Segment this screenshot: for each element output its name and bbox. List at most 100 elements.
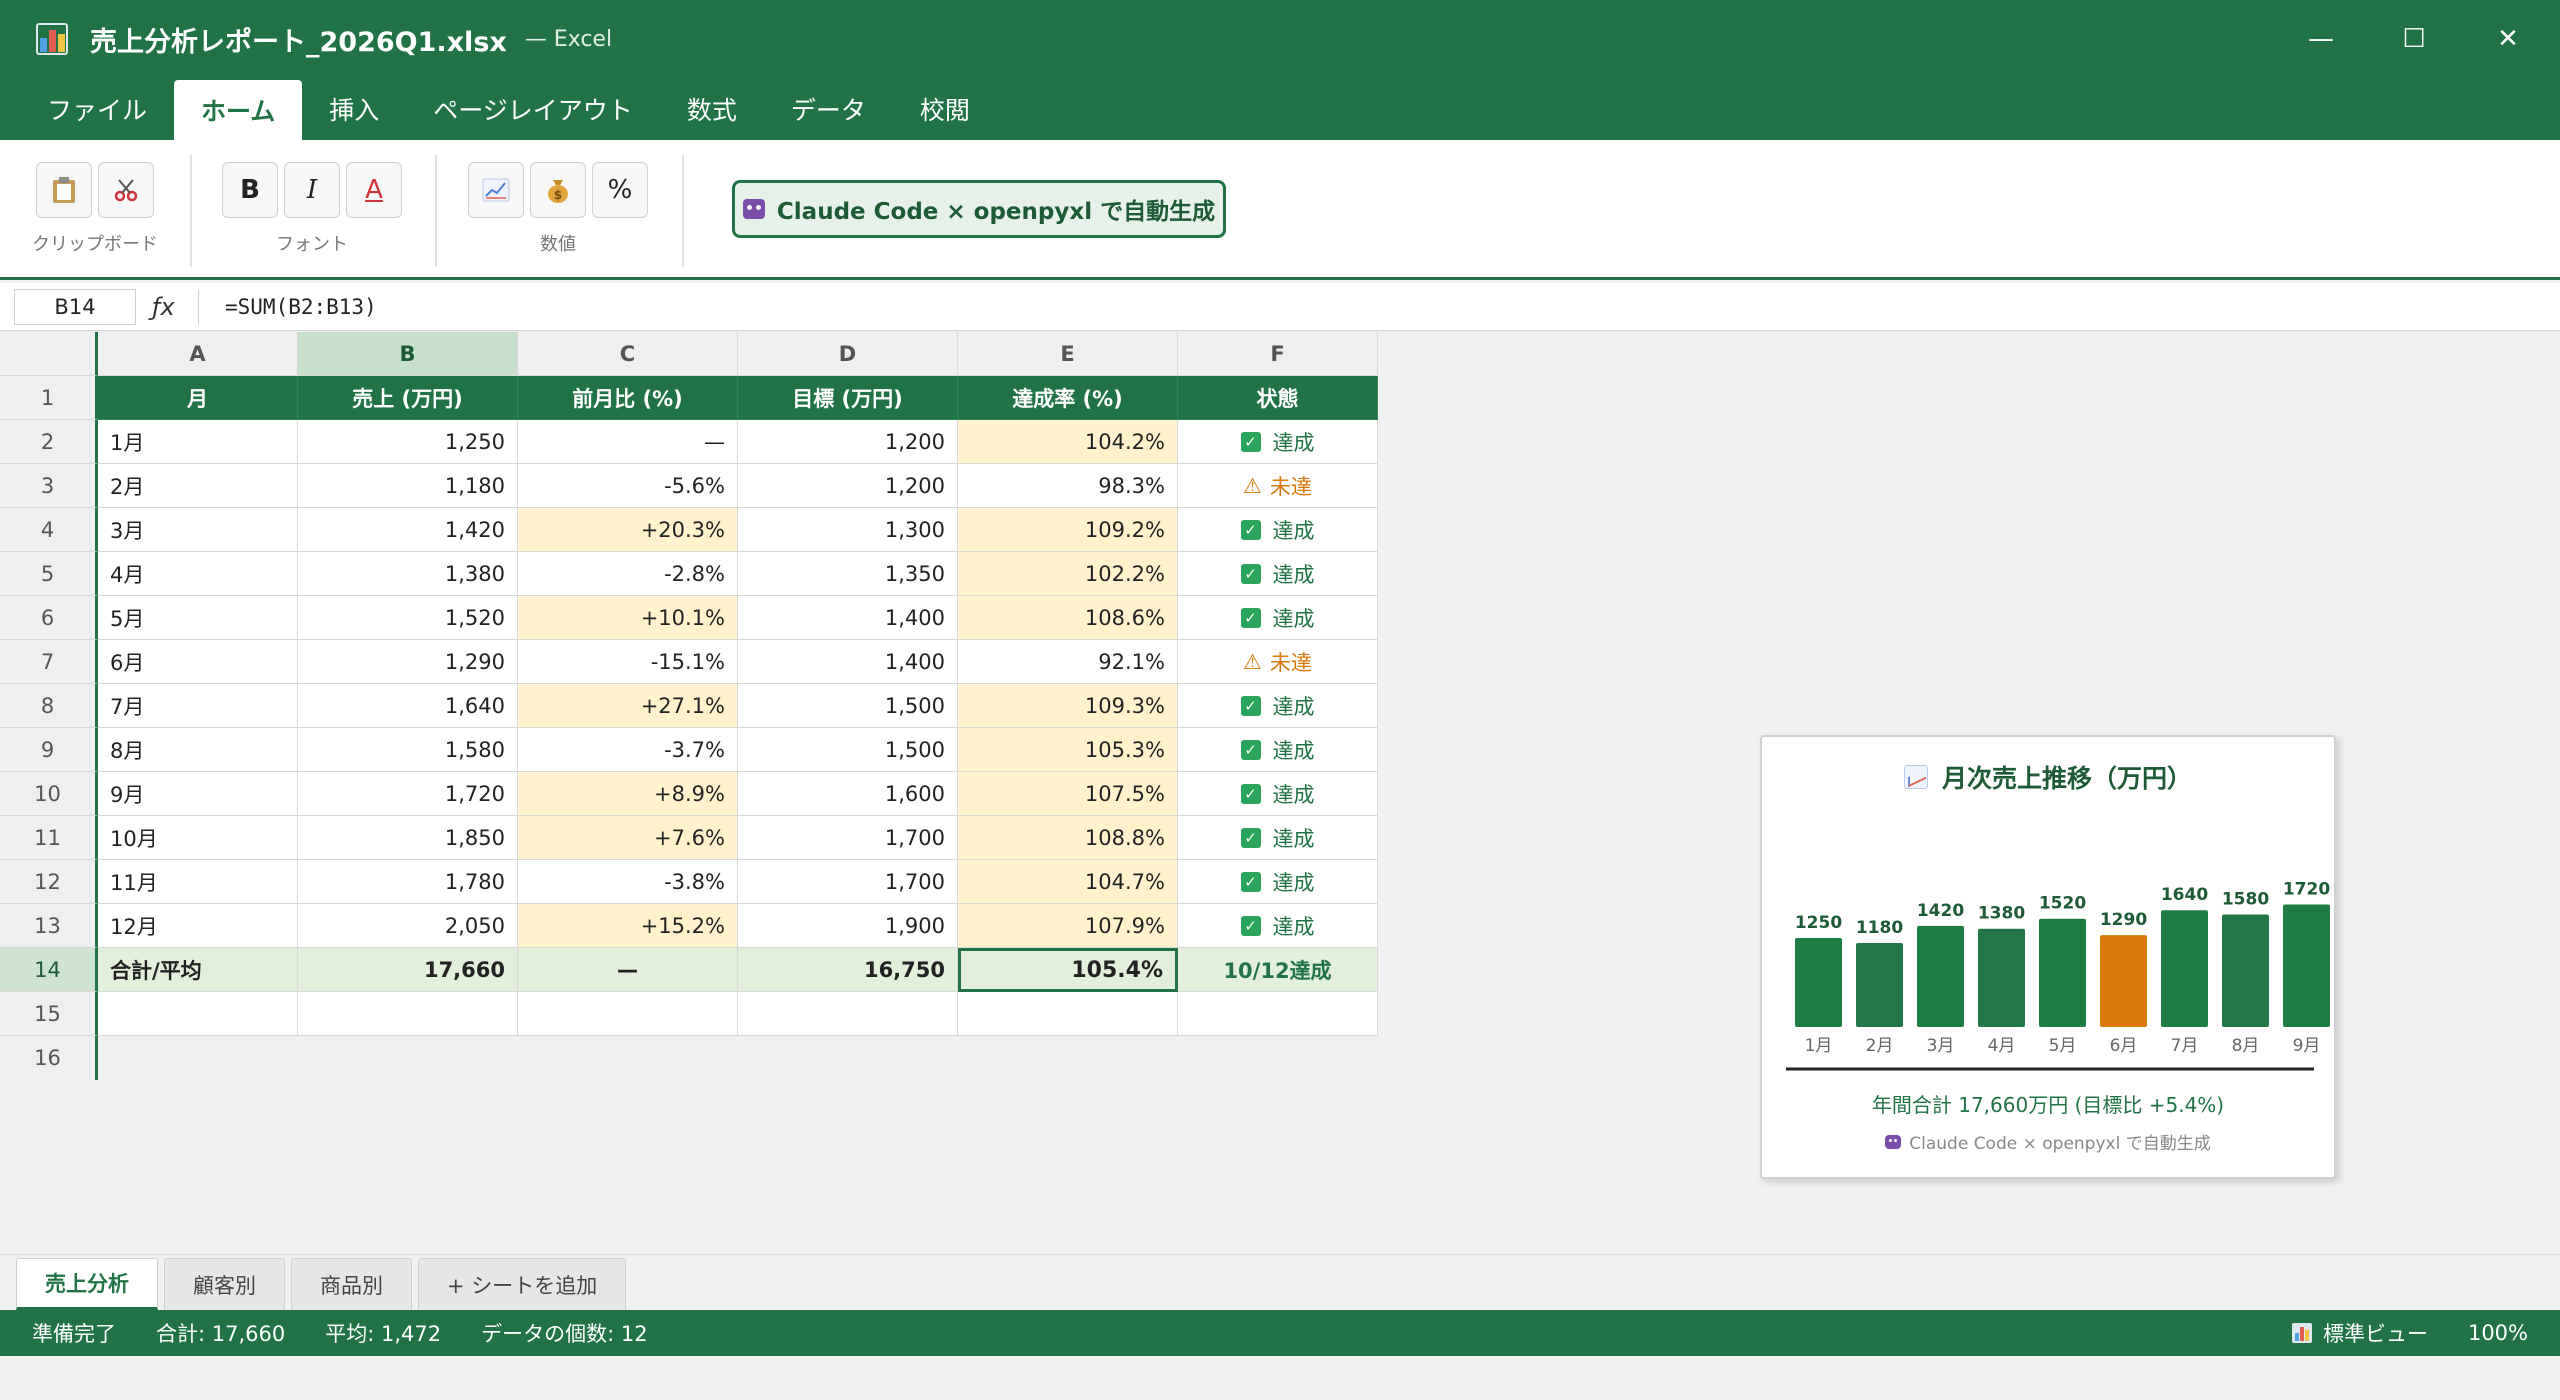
empty-cell[interactable] [1178, 992, 1378, 1036]
rate-cell[interactable]: 98.3% [958, 464, 1178, 508]
status-cell[interactable]: ✓ 達成 [1178, 552, 1378, 596]
sales-cell[interactable]: 1,180 [298, 464, 518, 508]
sales-cell[interactable]: 1,250 [298, 420, 518, 464]
month-cell[interactable]: 4月 [98, 552, 298, 596]
row-header[interactable]: 2 [0, 420, 98, 464]
rate-cell[interactable]: 105.3% [958, 728, 1178, 772]
sales-cell[interactable]: 1,420 [298, 508, 518, 552]
header-cell-month[interactable]: 月 [98, 376, 298, 420]
empty-cell[interactable] [298, 992, 518, 1036]
rate-cell[interactable]: 108.6% [958, 596, 1178, 640]
row-header[interactable]: 15 [0, 992, 98, 1036]
header-cell-sales[interactable]: 売上 (万円) [298, 376, 518, 420]
sales-cell[interactable]: 1,580 [298, 728, 518, 772]
mom-cell[interactable]: -3.7% [518, 728, 738, 772]
row-header[interactable]: 14 [0, 948, 98, 992]
status-cell[interactable]: ✓ 達成 [1178, 904, 1378, 948]
month-cell[interactable]: 6月 [98, 640, 298, 684]
row-header[interactable]: 9 [0, 728, 98, 772]
sales-cell[interactable]: 1,780 [298, 860, 518, 904]
sales-chart-panel[interactable]: 月次売上推移（万円） 1250 1月 1180 2月 1420 3月 1380 4月 1520 5… [1760, 735, 2336, 1179]
mom-cell[interactable]: — [518, 420, 738, 464]
sales-cell[interactable]: 1,720 [298, 772, 518, 816]
zoom-level[interactable]: 100% [2467, 1321, 2528, 1345]
empty-cell[interactable] [518, 992, 738, 1036]
chart-button[interactable] [468, 162, 524, 218]
status-cell[interactable]: ⚠ 未達 [1178, 464, 1378, 508]
month-cell[interactable]: 11月 [98, 860, 298, 904]
target-cell[interactable]: 1,350 [738, 552, 958, 596]
mom-cell[interactable]: +20.3% [518, 508, 738, 552]
row-header[interactable]: 12 [0, 860, 98, 904]
fx-icon[interactable]: ƒx [152, 292, 175, 321]
mom-cell[interactable]: -15.1% [518, 640, 738, 684]
row-header[interactable]: 6 [0, 596, 98, 640]
header-cell-mom[interactable]: 前月比 (%) [518, 376, 738, 420]
row-header[interactable]: 11 [0, 816, 98, 860]
tab-data[interactable]: データ [790, 96, 866, 125]
sheet-tab-products[interactable]: 商品別 [291, 1258, 412, 1310]
view-selector[interactable]: 標準ビュー [2291, 1318, 2428, 1348]
target-cell[interactable]: 1,900 [738, 904, 958, 948]
font-color-button[interactable]: A [346, 162, 402, 218]
total-mom-cell[interactable]: — [518, 948, 738, 992]
paste-button[interactable] [36, 162, 92, 218]
target-cell[interactable]: 1,600 [738, 772, 958, 816]
bold-button[interactable]: B [222, 162, 278, 218]
row-header[interactable]: 5 [0, 552, 98, 596]
status-cell[interactable]: ✓ 達成 [1178, 860, 1378, 904]
rate-cell[interactable]: 102.2% [958, 552, 1178, 596]
header-cell-rate[interactable]: 達成率 (%) [958, 376, 1178, 420]
sales-cell[interactable]: 1,380 [298, 552, 518, 596]
row-header[interactable]: 10 [0, 772, 98, 816]
target-cell[interactable]: 1,200 [738, 464, 958, 508]
cut-button[interactable] [98, 162, 154, 218]
sales-cell[interactable]: 1,850 [298, 816, 518, 860]
rate-cell[interactable]: 104.7% [958, 860, 1178, 904]
target-cell[interactable]: 1,400 [738, 640, 958, 684]
rate-cell[interactable]: 104.2% [958, 420, 1178, 464]
column-header-f[interactable]: F [1178, 332, 1378, 376]
month-cell[interactable]: 3月 [98, 508, 298, 552]
target-cell[interactable]: 1,200 [738, 420, 958, 464]
rate-cell[interactable]: 107.9% [958, 904, 1178, 948]
header-cell-target[interactable]: 目標 (万円) [738, 376, 958, 420]
row-header[interactable]: 13 [0, 904, 98, 948]
tab-review[interactable]: 校閲 [919, 96, 970, 125]
target-cell[interactable]: 1,500 [738, 684, 958, 728]
target-cell[interactable]: 1,700 [738, 816, 958, 860]
column-header-c[interactable]: C [518, 332, 738, 376]
minimize-button[interactable]: — [2308, 24, 2334, 54]
row-header[interactable]: 3 [0, 464, 98, 508]
empty-cell[interactable] [98, 992, 298, 1036]
formula-input[interactable]: =SUM(B2:B13) [225, 294, 377, 319]
currency-button[interactable]: $ [530, 162, 586, 218]
column-header-e[interactable]: E [958, 332, 1178, 376]
month-cell[interactable]: 8月 [98, 728, 298, 772]
tab-home[interactable]: ホーム [174, 80, 303, 140]
month-cell[interactable]: 10月 [98, 816, 298, 860]
column-header-a[interactable]: A [98, 332, 298, 376]
mom-cell[interactable]: +7.6% [518, 816, 738, 860]
total-sales-cell[interactable]: 17,660 [298, 948, 518, 992]
target-cell[interactable]: 1,700 [738, 860, 958, 904]
add-sheet-button[interactable]: + シートを追加 [418, 1258, 627, 1310]
target-cell[interactable]: 1,500 [738, 728, 958, 772]
status-cell[interactable]: ✓ 達成 [1178, 508, 1378, 552]
column-header-d[interactable]: D [738, 332, 958, 376]
empty-cell[interactable] [738, 992, 958, 1036]
rate-cell[interactable]: 108.8% [958, 816, 1178, 860]
status-cell[interactable]: ✓ 達成 [1178, 596, 1378, 640]
status-cell[interactable]: ✓ 達成 [1178, 816, 1378, 860]
sales-cell[interactable]: 1,640 [298, 684, 518, 728]
tab-page-layout[interactable]: ページレイアウト [433, 96, 633, 125]
maximize-button[interactable]: ☐ [2402, 24, 2426, 54]
header-cell-status[interactable]: 状態 [1178, 376, 1378, 420]
column-header-b[interactable]: B [298, 332, 518, 376]
rate-cell[interactable]: 109.2% [958, 508, 1178, 552]
select-all-corner[interactable] [0, 332, 98, 376]
month-cell[interactable]: 7月 [98, 684, 298, 728]
rate-cell[interactable]: 107.5% [958, 772, 1178, 816]
target-cell[interactable]: 1,400 [738, 596, 958, 640]
sales-cell[interactable]: 1,520 [298, 596, 518, 640]
